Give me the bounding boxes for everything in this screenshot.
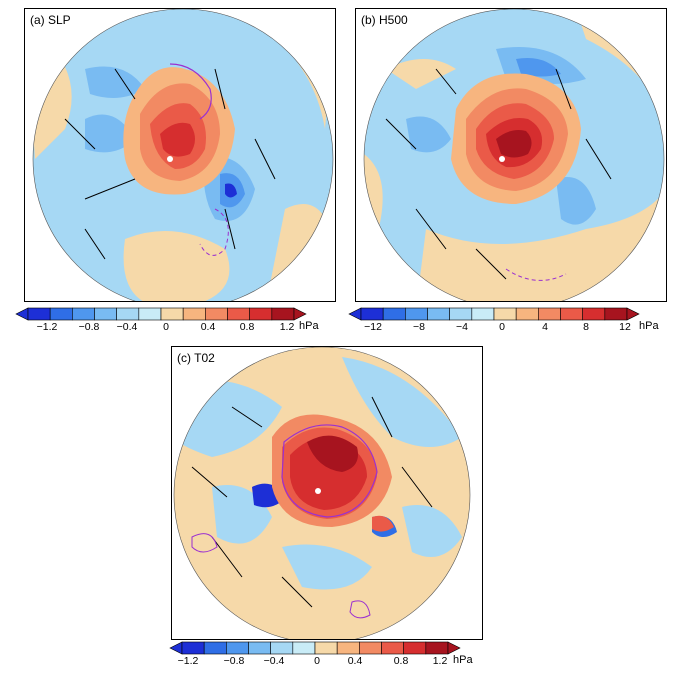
colorbar-h500-tick: −8 [413,321,425,333]
colorbar-h500-tick: 0 [499,321,505,333]
colorbar-swatch [271,307,295,321]
colorbar-min-arrow [169,641,183,655]
colorbar-swatch [270,641,294,655]
colorbar-swatch [360,307,384,321]
colorbar-swatch [336,641,360,655]
colorbar-swatch [515,307,539,321]
panel-slp: (a) SLP [24,8,336,302]
colorbar-h500-tick: 8 [583,321,589,333]
colorbar-swatch [449,307,473,321]
colorbar-t02-tick: 0.4 [347,655,363,667]
colorbar-h500-tick: −4 [456,321,468,333]
colorbar-swatch [403,641,427,655]
colorbar-h500-tick: 4 [542,321,548,333]
colorbar-max-arrow [626,307,640,321]
colorbar-min-arrow [348,307,362,321]
colorbar-t02-tick: −0.8 [223,655,245,667]
colorbar-swatch [538,307,561,321]
colorbar-swatch [493,307,517,321]
colorbar-slp: −1.2 −0.8 −0.4 0 0.4 0.8 1.2 hPa [15,307,336,336]
panel-h500: (b) H500 [355,8,667,302]
colorbar-slp-tick: −1.2 [36,321,58,333]
colorbar-t02-tick: 0.8 [393,655,409,667]
colorbar-swatch [227,307,250,321]
colorbar-slp-tick: 1.2 [279,321,295,333]
panel-h500-label: (b) H500 [361,13,408,27]
colorbar-swatch [248,641,271,655]
colorbar-t02-tick: −0.4 [263,655,285,667]
colorbar-h500-tick: 12 [619,321,631,333]
colorbar-swatch [582,307,606,321]
slp-map [32,9,334,301]
colorbar-swatch [381,641,404,655]
colorbar-swatch [72,307,95,321]
colorbar-slp-tick: −0.8 [78,321,100,333]
colorbar-swatch [49,307,73,321]
panel-t02-label: (c) T02 [177,351,215,365]
colorbar-swatch [560,307,583,321]
colorbar-swatch [94,307,117,321]
panel-slp-label: (a) SLP [30,13,71,27]
colorbar-swatch [203,641,227,655]
colorbar-h500: −12 −8 −4 0 4 8 12 hPa [348,307,679,336]
colorbar-swatch [182,307,206,321]
panel-t02: (c) T02 [171,346,483,640]
colorbar-swatch [604,307,628,321]
colorbar-swatch [314,641,338,655]
colorbar-swatch [116,307,140,321]
colorbar-slp-tick: 0.4 [200,321,216,333]
colorbar-t02: −1.2 −0.8 −0.4 0 0.4 0.8 1.2 hPa [169,641,500,672]
colorbar-swatch [205,307,228,321]
colorbar-t02-unit: hPa [453,654,473,666]
colorbar-slp-unit: hPa [299,320,319,332]
colorbar-slp-tick: −0.4 [116,321,138,333]
colorbar-swatch [427,307,450,321]
colorbar-swatch [181,641,205,655]
colorbar-h500-unit: hPa [639,320,659,332]
colorbar-swatch [405,307,428,321]
colorbar-swatch [292,641,316,655]
colorbar-swatch [382,307,406,321]
colorbar-swatch [160,307,184,321]
colorbar-swatch [138,307,162,321]
colorbar-swatch [359,641,382,655]
colorbar-slp-scale [15,307,307,321]
colorbar-slp-tick: 0 [163,321,169,333]
colorbar-min-arrow [15,307,29,321]
colorbar-slp-tick: 0.8 [239,321,255,333]
colorbar-swatch [471,307,495,321]
colorbar-swatch [226,641,249,655]
colorbar-h500-scale [348,307,640,321]
colorbar-max-arrow [447,641,461,655]
colorbar-t02-tick: 1.2 [432,655,448,667]
h500-map [363,9,665,301]
colorbar-swatch [425,641,449,655]
t02-map [173,347,471,639]
colorbar-max-arrow [293,307,307,321]
colorbar-swatch [249,307,273,321]
colorbar-t02-tick: −1.2 [177,655,199,667]
colorbar-h500-tick: −12 [364,321,382,333]
colorbar-t02-tick: 0 [314,655,320,667]
colorbar-swatch [27,307,51,321]
colorbar-t02-scale [169,641,461,655]
